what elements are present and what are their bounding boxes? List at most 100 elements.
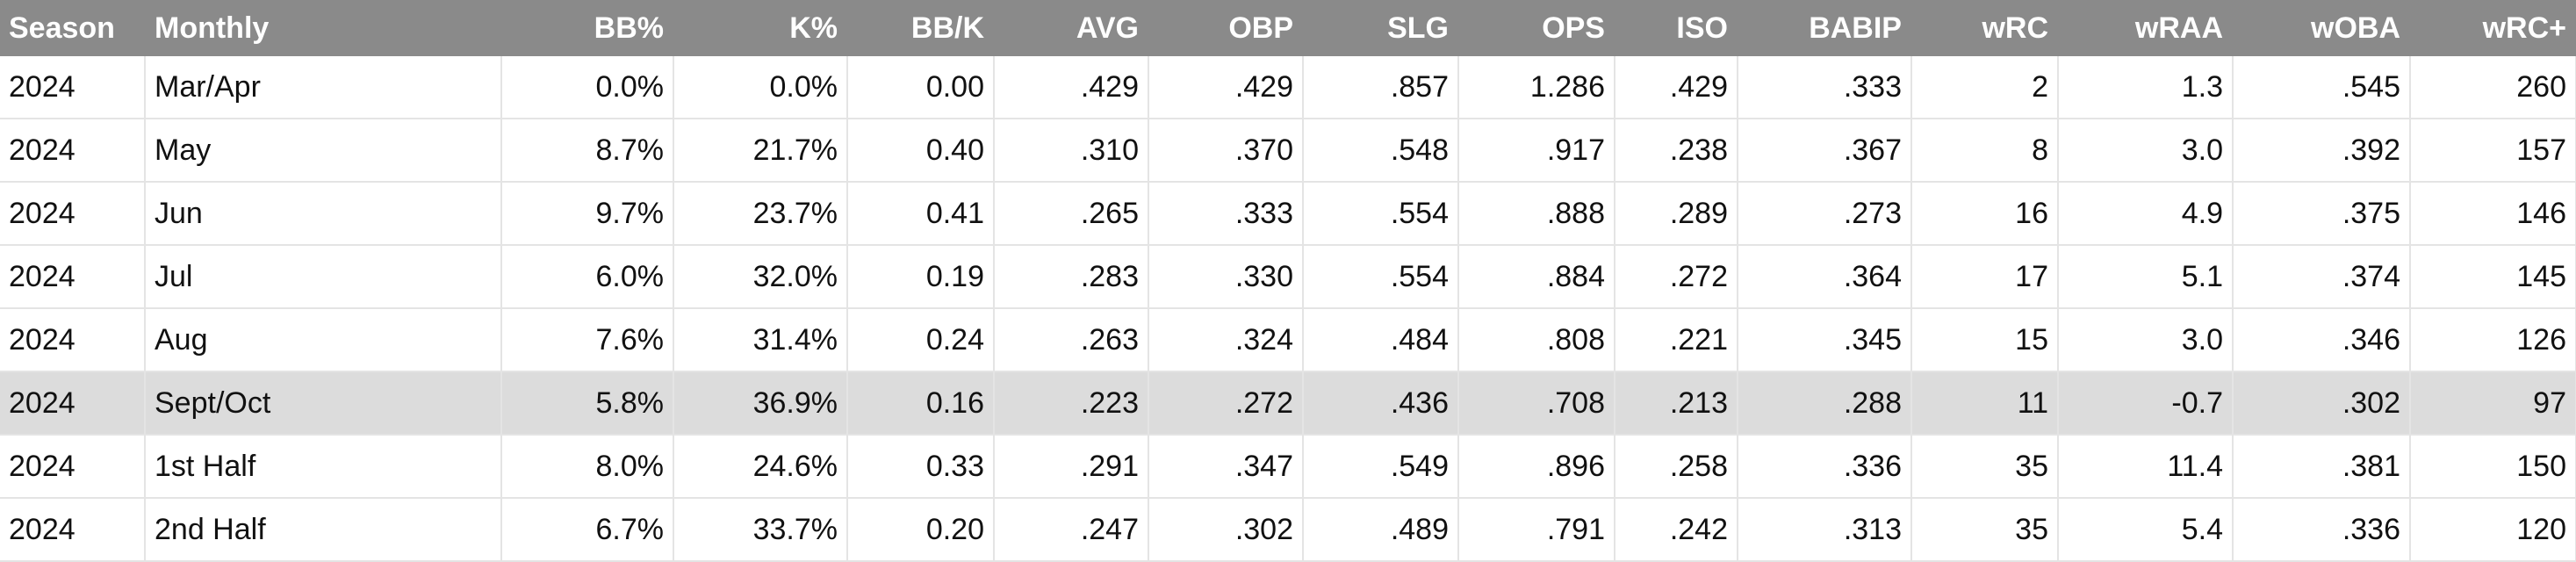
column-header: ISO [1615, 0, 1738, 56]
table-cell: 2024 [0, 245, 146, 309]
table-cell: 2024 [0, 435, 146, 499]
table-cell: 0.00 [847, 56, 995, 119]
table-cell: .708 [1458, 371, 1615, 436]
table-cell: Aug [145, 308, 502, 372]
table-cell: .364 [1738, 245, 1912, 309]
table-cell: .375 [2233, 182, 2411, 246]
table-cell: .242 [1615, 498, 1738, 562]
table-cell: 0.16 [847, 371, 995, 436]
table-cell: .302 [2233, 371, 2411, 436]
table-cell: 5.8% [501, 371, 674, 436]
table-cell: 0.41 [847, 182, 995, 246]
table-cell: .310 [994, 119, 1149, 183]
table-cell: .346 [2233, 308, 2411, 372]
table-cell: .367 [1738, 119, 1912, 183]
table-cell: 17 [1911, 245, 2059, 309]
table-cell: 3.0 [2058, 119, 2234, 183]
table-cell: 33.7% [673, 498, 848, 562]
table-cell: .258 [1615, 435, 1738, 499]
table-cell: 11.4 [2058, 435, 2234, 499]
table-cell: .263 [994, 308, 1149, 372]
table-cell: 0.0% [673, 56, 848, 119]
table-cell: 1.286 [1458, 56, 1615, 119]
table-cell: .808 [1458, 308, 1615, 372]
table-cell: .272 [1148, 371, 1304, 436]
table-cell: 35 [1911, 435, 2059, 499]
column-header: Season [0, 0, 146, 56]
column-header: BB/K [847, 0, 995, 56]
table-cell: 150 [2410, 435, 2576, 499]
table-cell: .336 [2233, 498, 2411, 562]
table-cell: .429 [994, 56, 1149, 119]
table-cell: .484 [1303, 308, 1459, 372]
table-cell: 35 [1911, 498, 2059, 562]
table-cell: .272 [1615, 245, 1738, 309]
table-cell: 9.7% [501, 182, 674, 246]
table-cell: .265 [994, 182, 1149, 246]
table-cell: .857 [1303, 56, 1459, 119]
table-cell: 2024 [0, 182, 146, 246]
column-header: BABIP [1738, 0, 1912, 56]
table-row: 2024 Jun 9.7% 23.7% 0.41.265.333.554.888.289… [0, 182, 2576, 246]
table-cell: 11 [1911, 371, 2059, 436]
table-cell: .917 [1458, 119, 1615, 183]
table-cell: .333 [1148, 182, 1304, 246]
table-cell: 7.6% [501, 308, 674, 372]
table-cell: 23.7% [673, 182, 848, 246]
table-cell: .370 [1148, 119, 1304, 183]
table-cell: 31.4% [673, 308, 848, 372]
table-cell: .549 [1303, 435, 1459, 499]
column-header: K% [673, 0, 848, 56]
table-cell: .288 [1738, 371, 1912, 436]
table-cell: 97 [2410, 371, 2576, 436]
table-cell: .273 [1738, 182, 1912, 246]
table-row: 2024 Jul 6.0% 32.0% 0.19.283.330.554.884.272… [0, 245, 2576, 309]
table-cell: 32.0% [673, 245, 848, 309]
table-cell: 157 [2410, 119, 2576, 183]
table-cell: .291 [994, 435, 1149, 499]
table-row: 2024 Aug 7.6% 31.4% 0.24.263.324.484.808.221… [0, 308, 2576, 372]
table-cell: .884 [1458, 245, 1615, 309]
table-cell: 24.6% [673, 435, 848, 499]
table-row: 2024 May 8.7% 21.7% 0.40.310.370.548.917.238… [0, 119, 2576, 183]
column-header: wOBA [2233, 0, 2411, 56]
table-cell: .247 [994, 498, 1149, 562]
table-cell: 145 [2410, 245, 2576, 309]
table-cell: 1st Half [145, 435, 502, 499]
table-cell: .374 [2233, 245, 2411, 309]
table-cell: 4.9 [2058, 182, 2234, 246]
table-cell: .302 [1148, 498, 1304, 562]
table-cell: 6.7% [501, 498, 674, 562]
table-cell: 0.0% [501, 56, 674, 119]
table-cell: 15 [1911, 308, 2059, 372]
table-cell: .436 [1303, 371, 1459, 436]
table-cell: .330 [1148, 245, 1304, 309]
column-header: Monthly [145, 0, 502, 56]
table-cell: .392 [2233, 119, 2411, 183]
table-cell: 120 [2410, 498, 2576, 562]
table-cell: .238 [1615, 119, 1738, 183]
table-cell: .791 [1458, 498, 1615, 562]
table-cell: 0.33 [847, 435, 995, 499]
table-cell: 2nd Half [145, 498, 502, 562]
table-cell: .223 [994, 371, 1149, 436]
table-cell: 0.19 [847, 245, 995, 309]
header-row: Season Monthly BB% K% BB/K AVG OBP SLG OPS ISO BAB… [0, 0, 2576, 56]
table-cell: 1.3 [2058, 56, 2234, 119]
column-header: wRC+ [2410, 0, 2576, 56]
table-cell: .221 [1615, 308, 1738, 372]
table-cell: .336 [1738, 435, 1912, 499]
column-header: AVG [994, 0, 1149, 56]
table-cell: .545 [2233, 56, 2411, 119]
table-cell: .554 [1303, 182, 1459, 246]
table-cell: 0.20 [847, 498, 995, 562]
table-cell: 146 [2410, 182, 2576, 246]
table-cell: .283 [994, 245, 1149, 309]
table-cell: 2024 [0, 308, 146, 372]
table-cell: 260 [2410, 56, 2576, 119]
column-header: OPS [1458, 0, 1615, 56]
table-row: 2024 Sept/Oct 5.8% 36.9% 0.16.223.272.436.70… [0, 371, 2576, 436]
table-row: 2024 1st Half 8.0% 24.6% 0.33.291.347.549.89… [0, 435, 2576, 499]
table-cell: -0.7 [2058, 371, 2234, 436]
table-cell: Jun [145, 182, 502, 246]
